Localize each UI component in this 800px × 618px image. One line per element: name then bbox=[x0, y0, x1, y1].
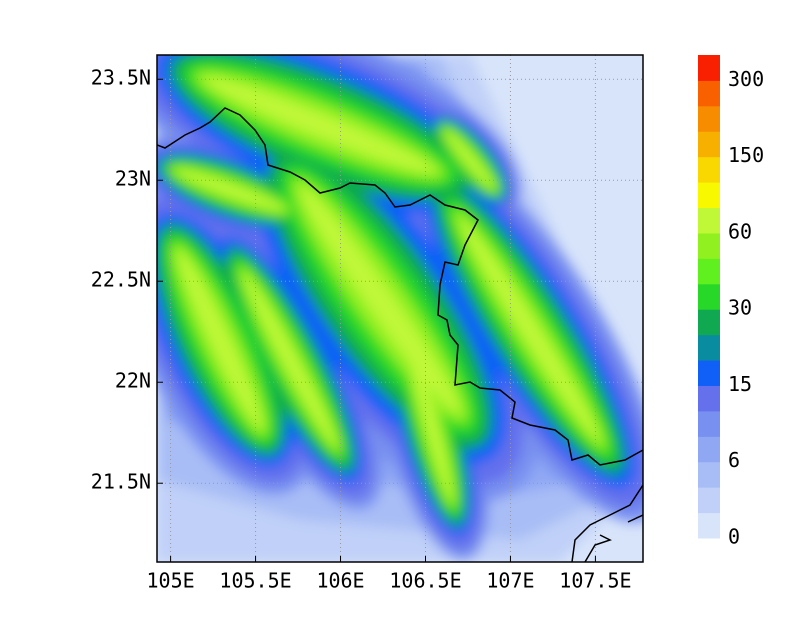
coastline bbox=[571, 484, 643, 562]
colorbar-swatch bbox=[698, 105, 720, 132]
x-tick-label: 106E bbox=[316, 569, 364, 593]
precipitation-field bbox=[157, 55, 643, 562]
colorbar-swatch bbox=[698, 360, 720, 386]
coastline bbox=[627, 514, 643, 523]
y-tick-label: 21.5N bbox=[91, 470, 151, 494]
x-tick-label: 107E bbox=[486, 569, 534, 593]
colorbar-label: 30 bbox=[728, 296, 752, 320]
colorbar-swatch bbox=[698, 512, 720, 539]
colorbar-swatch bbox=[698, 410, 720, 437]
colorbar: 0 6 15 30 60 150 300 bbox=[698, 55, 764, 549]
colorbar-swatch bbox=[698, 232, 720, 259]
contour-band bbox=[204, 77, 436, 173]
colorbar-swatch bbox=[698, 334, 720, 361]
contour-band bbox=[460, 218, 600, 442]
colorbar-swatch bbox=[698, 55, 720, 81]
contour-band bbox=[407, 337, 453, 503]
y-tick-label: 23N bbox=[115, 167, 151, 191]
colorbar-swatch bbox=[698, 436, 720, 463]
coastline bbox=[584, 534, 612, 562]
plot-frame bbox=[156, 54, 644, 563]
contour-band bbox=[444, 129, 496, 191]
colorbar-swatch bbox=[698, 131, 720, 158]
colorbar-label: 6 bbox=[728, 448, 740, 472]
border bbox=[157, 107, 643, 466]
colorbar-swatch bbox=[698, 309, 720, 336]
y-tick-label: 22.5N bbox=[91, 268, 151, 292]
x-tick-label: 105.5E bbox=[219, 569, 291, 593]
x-tick-label: 106.5E bbox=[389, 569, 461, 593]
contour-band bbox=[243, 273, 337, 447]
colorbar-swatch bbox=[698, 283, 720, 310]
colorbar-swatch bbox=[698, 487, 720, 514]
colorbar-label: 15 bbox=[728, 372, 752, 396]
contour-band bbox=[174, 169, 286, 211]
colorbar-label: 60 bbox=[728, 219, 752, 243]
colorbar-swatch bbox=[698, 182, 720, 209]
contour-layers bbox=[157, 55, 643, 562]
colorbar-swatch bbox=[698, 80, 720, 107]
axes: 105E 105.5E 106E 106.5E 107E 107.5E 21.5N 22N 22… bbox=[91, 66, 632, 593]
colorbar-swatch bbox=[698, 156, 720, 183]
colorbar-swatch bbox=[698, 207, 720, 234]
colorbar-label: 0 bbox=[728, 525, 740, 549]
grid bbox=[157, 55, 643, 562]
x-tick-label: 107.5E bbox=[559, 569, 631, 593]
y-tick-label: 22N bbox=[115, 369, 151, 393]
x-tick-label: 105E bbox=[147, 569, 195, 593]
y-tick-label: 23.5N bbox=[91, 66, 151, 90]
colorbar-swatch bbox=[698, 385, 720, 412]
colorbar-swatch bbox=[698, 461, 720, 488]
colorbar-label: 300 bbox=[728, 67, 764, 91]
contour-band bbox=[177, 250, 263, 430]
colorbar-swatch bbox=[698, 258, 720, 285]
colorbar-label: 150 bbox=[728, 143, 764, 167]
